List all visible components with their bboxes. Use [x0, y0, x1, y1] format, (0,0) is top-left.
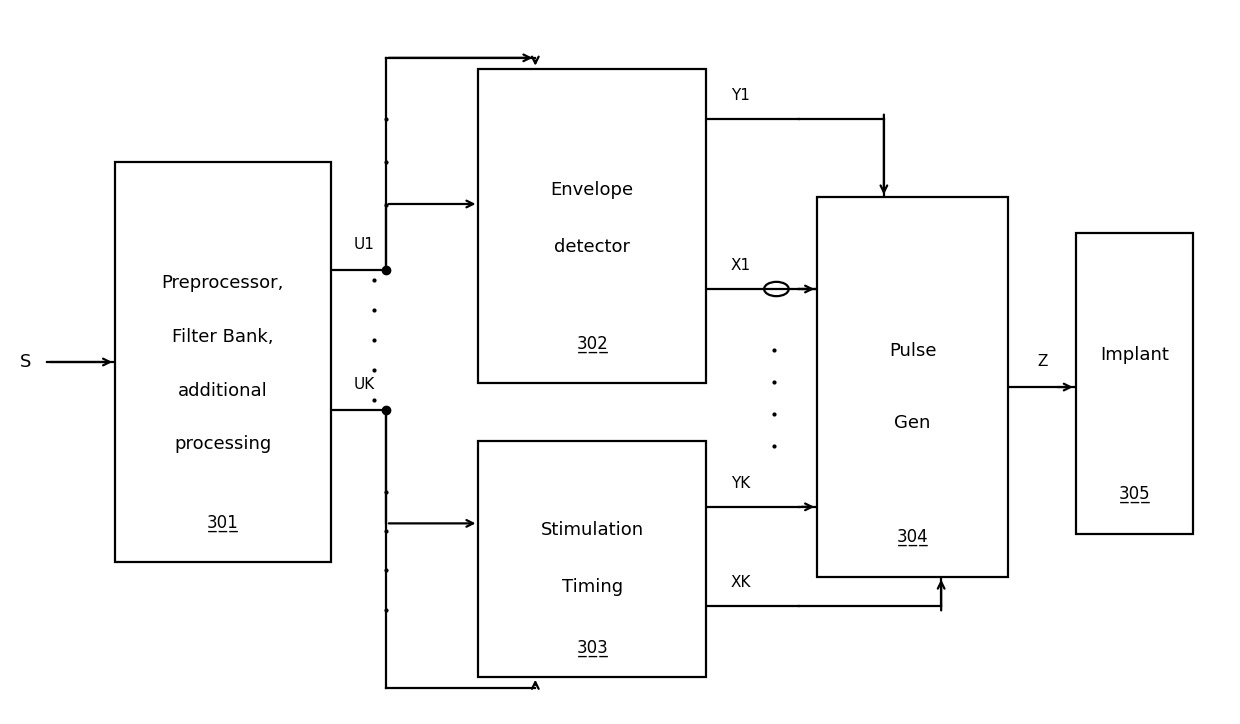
Bar: [115, 161, 331, 563]
Text: 3̲0̲1̲: 3̲0̲1̲: [207, 514, 238, 532]
Text: processing: processing: [174, 435, 272, 453]
Text: Z: Z: [1038, 354, 1048, 369]
Text: Stimulation: Stimulation: [541, 521, 644, 539]
Text: UK: UK: [353, 377, 374, 392]
Text: Pulse: Pulse: [889, 342, 936, 361]
Text: 3̲0̲5̲: 3̲0̲5̲: [1118, 485, 1149, 503]
Bar: [479, 69, 707, 384]
Text: Implant: Implant: [1100, 346, 1168, 364]
Text: detector: detector: [554, 238, 630, 256]
Bar: [1076, 233, 1193, 534]
Text: 3̲0̲2̲: 3̲0̲2̲: [577, 335, 608, 353]
Text: S: S: [20, 353, 31, 371]
Text: 3̲0̲3̲: 3̲0̲3̲: [577, 639, 608, 657]
Text: Preprocessor,: Preprocessor,: [161, 274, 284, 292]
Text: YK: YK: [730, 476, 750, 491]
Text: Y1: Y1: [730, 88, 750, 104]
Text: Filter Bank,: Filter Bank,: [172, 328, 274, 346]
Text: Envelope: Envelope: [551, 181, 634, 199]
Text: X1: X1: [730, 258, 751, 273]
Text: 3̲0̲4̲: 3̲0̲4̲: [897, 529, 929, 547]
Text: Timing: Timing: [562, 578, 622, 597]
Text: XK: XK: [730, 576, 751, 590]
Bar: [479, 441, 707, 677]
Text: U1: U1: [353, 237, 374, 252]
Text: Gen: Gen: [894, 414, 931, 432]
Text: additional: additional: [177, 382, 268, 400]
Bar: [817, 198, 1008, 577]
